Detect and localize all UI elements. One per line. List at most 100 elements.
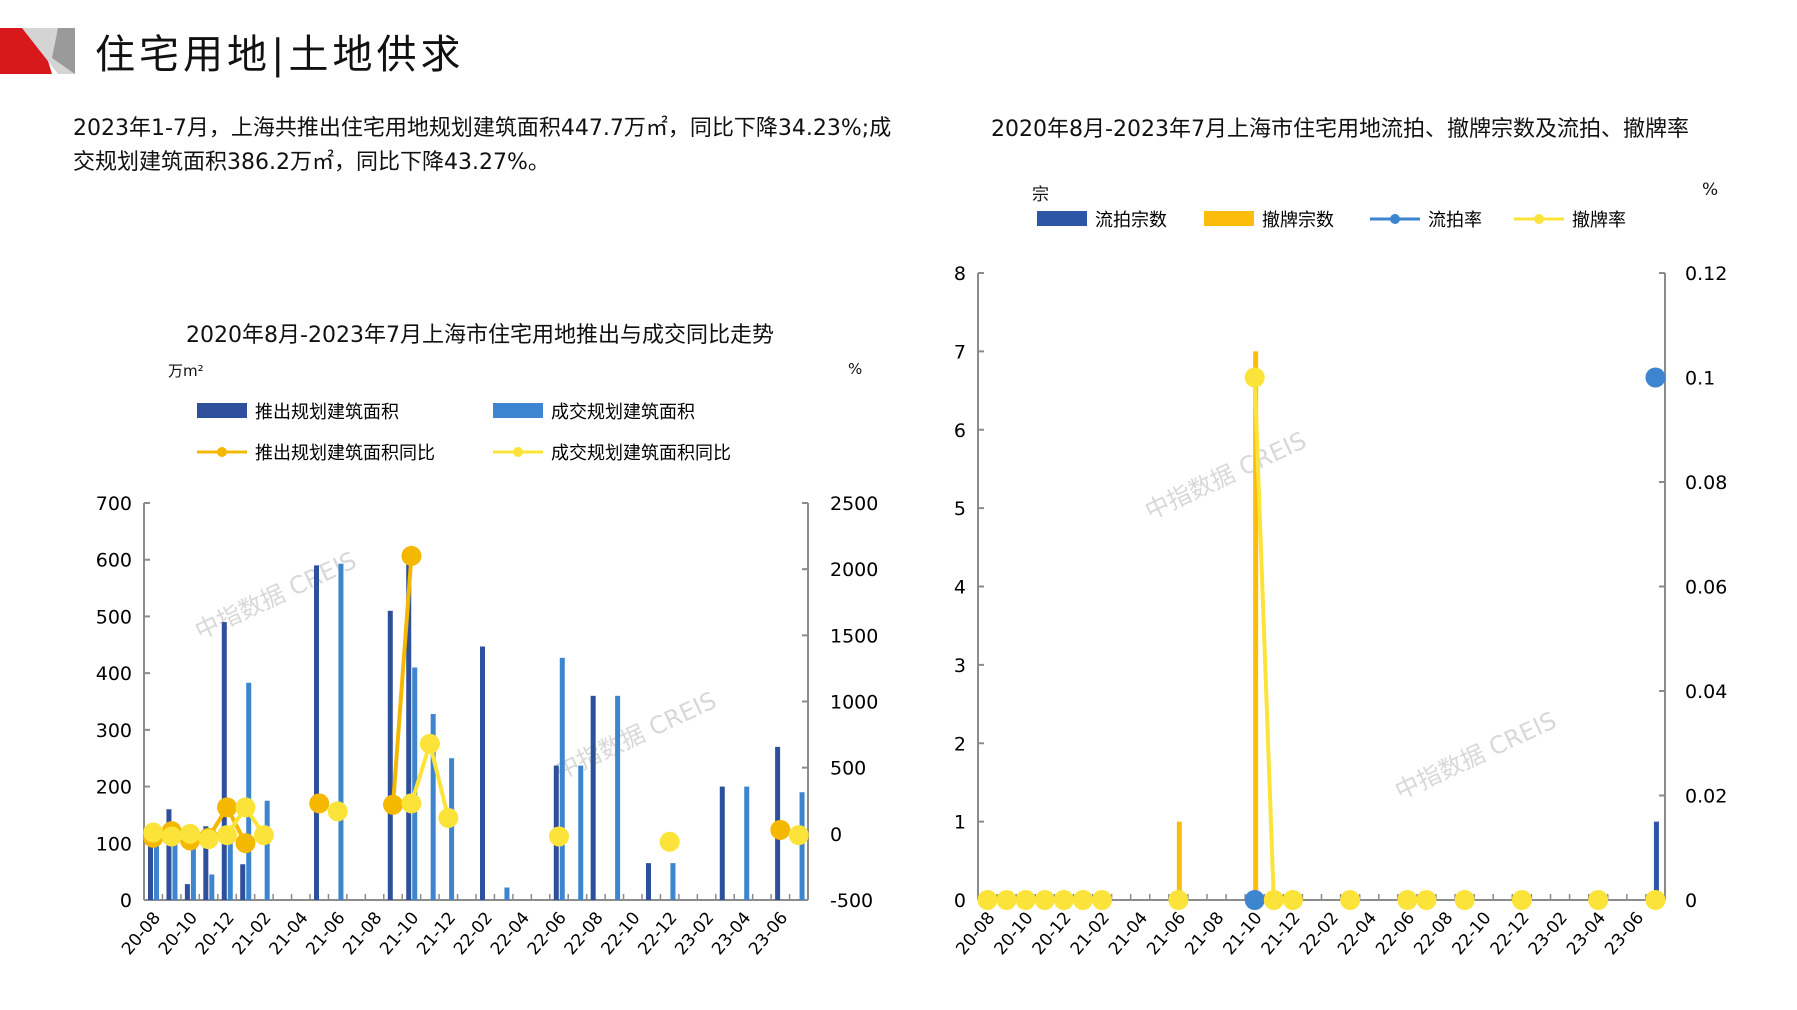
- y-tick-label: 5: [954, 498, 966, 520]
- x-tick-label: 20-08: [952, 908, 999, 959]
- y2-tick-label: 1000: [830, 692, 878, 714]
- x-tick-label: 22-08: [1410, 908, 1457, 959]
- point-成交规划建筑面积同比: [180, 823, 201, 844]
- point-撤牌率: [1397, 890, 1418, 910]
- point-成交规划建筑面积同比: [235, 797, 256, 818]
- y-tick-label: 0: [120, 890, 132, 912]
- point-撤牌率: [1244, 367, 1265, 388]
- y2-tick-label: 0.1: [1685, 368, 1715, 390]
- bar-推出规划建筑面积: [646, 863, 651, 900]
- legend-swatch: [1037, 211, 1087, 226]
- y-tick-label: 4: [954, 577, 966, 599]
- bar-成交规划建筑面积: [172, 843, 178, 900]
- y2-tick-label: 1500: [830, 625, 878, 647]
- y2-tick-label: 0.04: [1685, 681, 1727, 703]
- point-推出规划建筑面积同比: [383, 794, 403, 815]
- bar-推出规划建筑面积: [406, 559, 412, 900]
- point-成交规划建筑面积同比: [143, 822, 164, 843]
- point-撤牌率: [1168, 890, 1189, 910]
- x-tick-label: 21-06: [1143, 908, 1190, 959]
- bar-推出规划建筑面积: [184, 884, 190, 900]
- x-tick-label: 21-10: [1219, 908, 1266, 959]
- legend-marker: [1534, 214, 1544, 224]
- bar-推出规划建筑面积: [387, 610, 393, 900]
- point-成交规划建筑面积同比: [438, 807, 459, 828]
- legend-marker: [217, 447, 227, 457]
- bar-推出规划建筑面积: [203, 826, 209, 900]
- brand-logo: [0, 28, 75, 74]
- legend-label: 成交规划建筑面积: [551, 402, 695, 423]
- point-撤牌率: [1454, 890, 1475, 910]
- point-成交规划建筑面积同比: [788, 825, 809, 846]
- y-tick-label: 500: [96, 606, 132, 628]
- point-撤牌率: [1053, 890, 1074, 910]
- x-tick-label: 22-06: [1372, 908, 1419, 959]
- bar-推出规划建筑面积: [314, 565, 319, 900]
- x-tick-label: 21-02: [1067, 908, 1114, 959]
- right-y-unit: 宗: [1032, 185, 1049, 205]
- bar-成交规划建筑面积: [504, 887, 510, 900]
- bar-推出规划建筑面积: [719, 786, 725, 900]
- y-tick-label: 1: [954, 812, 966, 834]
- summary-text: 2023年1-7月，上海共推出住宅用地规划建筑面积447.7万㎡，同比下降34.…: [73, 116, 892, 175]
- point-推出规划建筑面积同比: [235, 833, 256, 854]
- left-y-unit: 万m²: [168, 362, 204, 380]
- bar-推出规划建筑面积: [590, 695, 596, 900]
- point-撤牌率: [1092, 890, 1113, 910]
- y-tick-label: 400: [96, 663, 132, 685]
- bar-成交规划建筑面积: [615, 695, 621, 900]
- y-tick-label: 0: [954, 890, 966, 912]
- point-流拍率: [1244, 890, 1265, 910]
- point-撤牌率: [1511, 890, 1532, 910]
- bar-成交规划建筑面积: [744, 786, 750, 900]
- legend-label: 撤牌宗数: [1262, 210, 1334, 231]
- bar-流拍宗数: [1653, 821, 1659, 900]
- point-成交规划建筑面积同比: [419, 733, 440, 754]
- y-tick-label: 6: [954, 420, 966, 442]
- point-撤牌率: [1072, 890, 1093, 910]
- bar-推出规划建筑面积: [480, 646, 485, 900]
- y-tick-label: 600: [96, 550, 132, 572]
- bar-撤牌宗数: [1253, 351, 1259, 900]
- point-流拍率: [1645, 367, 1666, 388]
- x-tick-label: 21-12: [1258, 908, 1305, 959]
- legend-label: 流拍宗数: [1095, 210, 1167, 231]
- y2-tick-label: 0: [1685, 890, 1697, 912]
- bar-推出规划建筑面积: [166, 809, 172, 900]
- y2-tick-label: 0.12: [1685, 263, 1727, 285]
- y-tick-label: 7: [954, 341, 966, 363]
- bar-成交规划建筑面积: [154, 843, 159, 900]
- bar-推出规划建筑面积: [221, 622, 227, 900]
- legend-label: 流拍率: [1428, 210, 1482, 231]
- y-tick-label: 100: [96, 833, 132, 855]
- bar-成交规划建筑面积: [227, 843, 233, 900]
- x-tick-label: 21-08: [1181, 908, 1228, 959]
- legend-marker: [513, 447, 523, 457]
- legend-swatch: [197, 403, 247, 418]
- x-tick-label: 23-02: [1525, 908, 1572, 959]
- y2-tick-label: 2000: [830, 559, 878, 581]
- bar-成交规划建筑面积: [209, 874, 215, 900]
- point-推出规划建筑面积同比: [401, 545, 422, 566]
- bar-成交规划建筑面积: [670, 863, 676, 900]
- bar-成交规划建筑面积: [246, 682, 252, 900]
- bar-成交规划建筑面积: [338, 563, 344, 900]
- left-y2-unit: %: [848, 360, 863, 378]
- legend-swatch: [1204, 211, 1254, 226]
- legend-label: 推出规划建筑面积: [255, 402, 399, 423]
- x-tick-label: 20-12: [1029, 908, 1076, 959]
- point-撤牌率: [1282, 890, 1303, 910]
- x-tick-label: 23-04: [1563, 908, 1610, 959]
- watermark: 中指数据 CREIS: [1141, 426, 1311, 525]
- bar-成交规划建筑面积: [264, 800, 270, 900]
- line-推出规划建筑面积同比: [391, 555, 414, 805]
- y2-tick-label: 500: [830, 758, 866, 780]
- x-tick-label: 21-04: [1105, 908, 1152, 959]
- x-tick-label: 20-10: [990, 908, 1037, 959]
- x-tick-label: 22-12: [1487, 908, 1534, 959]
- point-成交规划建筑面积同比: [659, 831, 680, 852]
- right-chart-title: 2020年8月-2023年7月上海市住宅用地流拍、撤牌宗数及流拍、撤牌率: [991, 117, 1689, 142]
- y2-tick-label: -500: [830, 890, 873, 912]
